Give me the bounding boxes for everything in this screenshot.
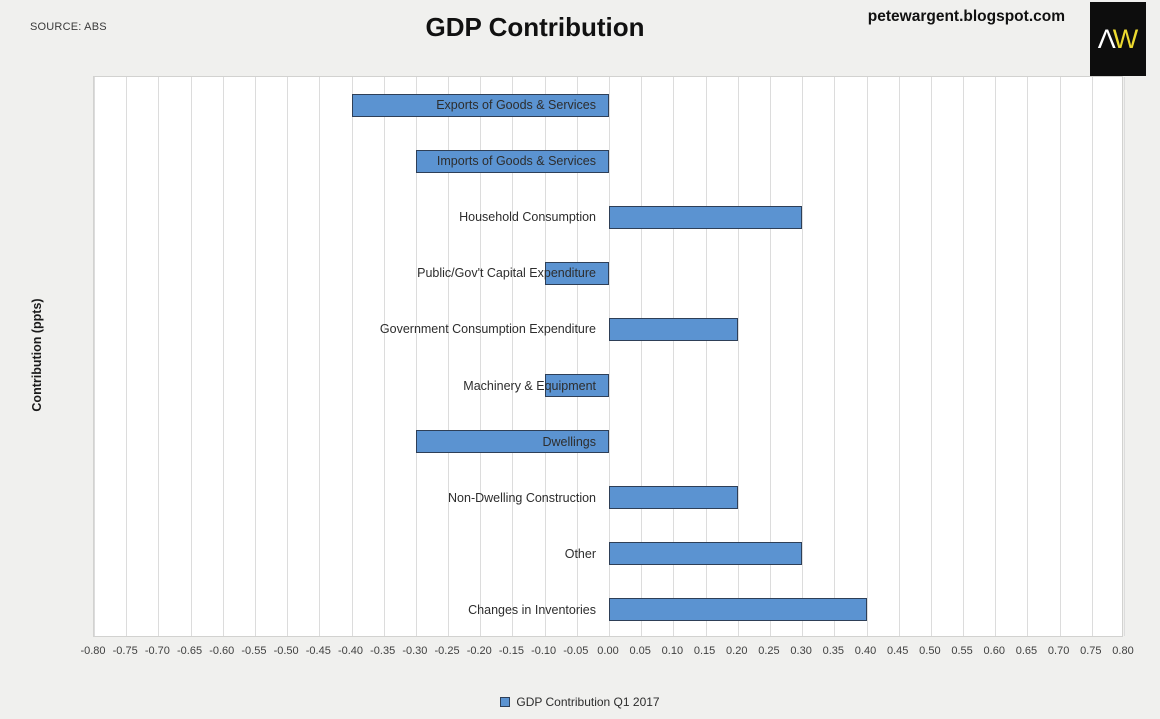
gridline [415, 77, 417, 636]
x-tick-label: 0.20 [726, 645, 748, 657]
category-label: Exports of Goods & Services [436, 98, 596, 113]
legend-label: GDP Contribution Q1 2017 [516, 695, 660, 709]
bar [544, 374, 609, 398]
x-tick-label: 0.10 [661, 645, 684, 657]
gridline [1124, 77, 1125, 636]
gridline [834, 77, 836, 636]
gridline [190, 77, 192, 636]
gridline [802, 77, 804, 636]
bar [609, 205, 803, 229]
gridline [1059, 77, 1061, 636]
x-tick-label: -0.35 [370, 645, 396, 657]
x-tick-label: 0.50 [919, 645, 941, 657]
website-text: petewargent.blogspot.com [867, 8, 1065, 25]
category-label: Dwellings [542, 434, 597, 449]
gridline [1091, 77, 1093, 636]
gridline [383, 77, 385, 636]
x-tick-label: -0.75 [112, 645, 138, 657]
page-title: GDP Contribution [425, 12, 645, 42]
x-axis-tick-labels: -0.80 -0.75 -0.70 -0.65 -0.60 -0.55 -0.50 -0.45… [0, 645, 1160, 661]
gridline [737, 77, 739, 636]
x-tick-label: 0.80 [1112, 645, 1134, 657]
gridline [930, 77, 932, 636]
gridline [673, 77, 675, 636]
x-tick-label: 0.55 [951, 645, 973, 657]
x-tick-label: -0.60 [209, 645, 235, 657]
gridline [319, 77, 321, 636]
gridline [576, 77, 578, 636]
gridline [544, 77, 546, 636]
bar [609, 542, 803, 566]
x-tick-label: -0.40 [337, 645, 364, 657]
bar [609, 598, 867, 622]
gridline [222, 77, 224, 636]
gridline [641, 77, 643, 636]
plot-area: Exports of Goods & Services Imports of Go… [93, 76, 1125, 637]
x-tick-label: -0.25 [434, 645, 460, 657]
bar [415, 430, 609, 454]
bar [609, 317, 738, 341]
category-label: Imports of Goods & Services [436, 154, 596, 169]
x-tick-label: 0.45 [886, 645, 909, 657]
x-tick-label: 0.30 [790, 645, 812, 657]
gridline [287, 77, 289, 636]
x-tick-label: 0.75 [1080, 645, 1102, 657]
legend: GDP Contribution Q1 2017 [0, 695, 1160, 709]
x-tick-label: -0.45 [305, 645, 331, 657]
gridline [351, 77, 353, 636]
x-tick-label: -0.65 [177, 645, 203, 657]
x-tick-label: -0.05 [563, 645, 589, 657]
x-tick-label: -0.50 [273, 645, 299, 657]
gridline [94, 77, 95, 636]
x-tick-label: 0.60 [983, 645, 1005, 657]
x-tick-label: -0.20 [466, 645, 492, 657]
gridline [1027, 77, 1029, 636]
gridline [609, 77, 610, 636]
bar [351, 93, 609, 117]
gridline [480, 77, 482, 636]
gridline [769, 77, 771, 636]
category-label: Machinery & Equipment [463, 378, 596, 393]
legend-marker [500, 697, 511, 707]
x-tick-label: 0.65 [1015, 645, 1038, 657]
x-tick-label: 0.40 [854, 645, 877, 657]
x-tick-label: 0.05 [629, 645, 651, 657]
gridline [866, 77, 868, 636]
y-axis-title: Contribution (ppts) [30, 298, 44, 412]
category-label: Government Consumption Expenditure [379, 322, 596, 337]
gridline [995, 77, 997, 636]
source-note: SOURCE: ABS [30, 21, 107, 33]
x-tick-label: -0.80 [80, 645, 106, 657]
gridline [158, 77, 160, 636]
logo-letter-w: W [1112, 23, 1139, 54]
gridline [963, 77, 965, 636]
x-tick-label: 0.00 [597, 645, 619, 657]
x-tick-label: -0.30 [402, 645, 428, 657]
x-tick-label: 0.70 [1047, 645, 1070, 657]
x-tick-label: 0.15 [693, 645, 716, 657]
bar [609, 486, 738, 510]
category-label: Household Consumption [459, 210, 596, 225]
logo-letter-lambda: Λ [1097, 23, 1116, 54]
x-tick-label: -0.55 [241, 645, 267, 657]
x-tick-label: 0.35 [822, 645, 845, 657]
gridline [512, 77, 514, 636]
x-tick-label: 0.25 [758, 645, 780, 657]
category-label: Other [564, 546, 596, 561]
bar [544, 261, 609, 285]
gridline [448, 77, 450, 636]
category-label: Public/Gov't Capital Expenditure [417, 266, 596, 281]
category-label: Non-Dwelling Construction [448, 490, 596, 505]
x-tick-label: -0.10 [531, 645, 557, 657]
category-label: Changes in Inventories [468, 602, 596, 617]
bar [415, 149, 609, 173]
gridline [126, 77, 128, 636]
x-tick-label: -0.70 [144, 645, 170, 657]
gridline [898, 77, 900, 636]
gridline [254, 77, 256, 636]
x-tick-label: -0.15 [498, 645, 524, 657]
gridline [705, 77, 707, 636]
